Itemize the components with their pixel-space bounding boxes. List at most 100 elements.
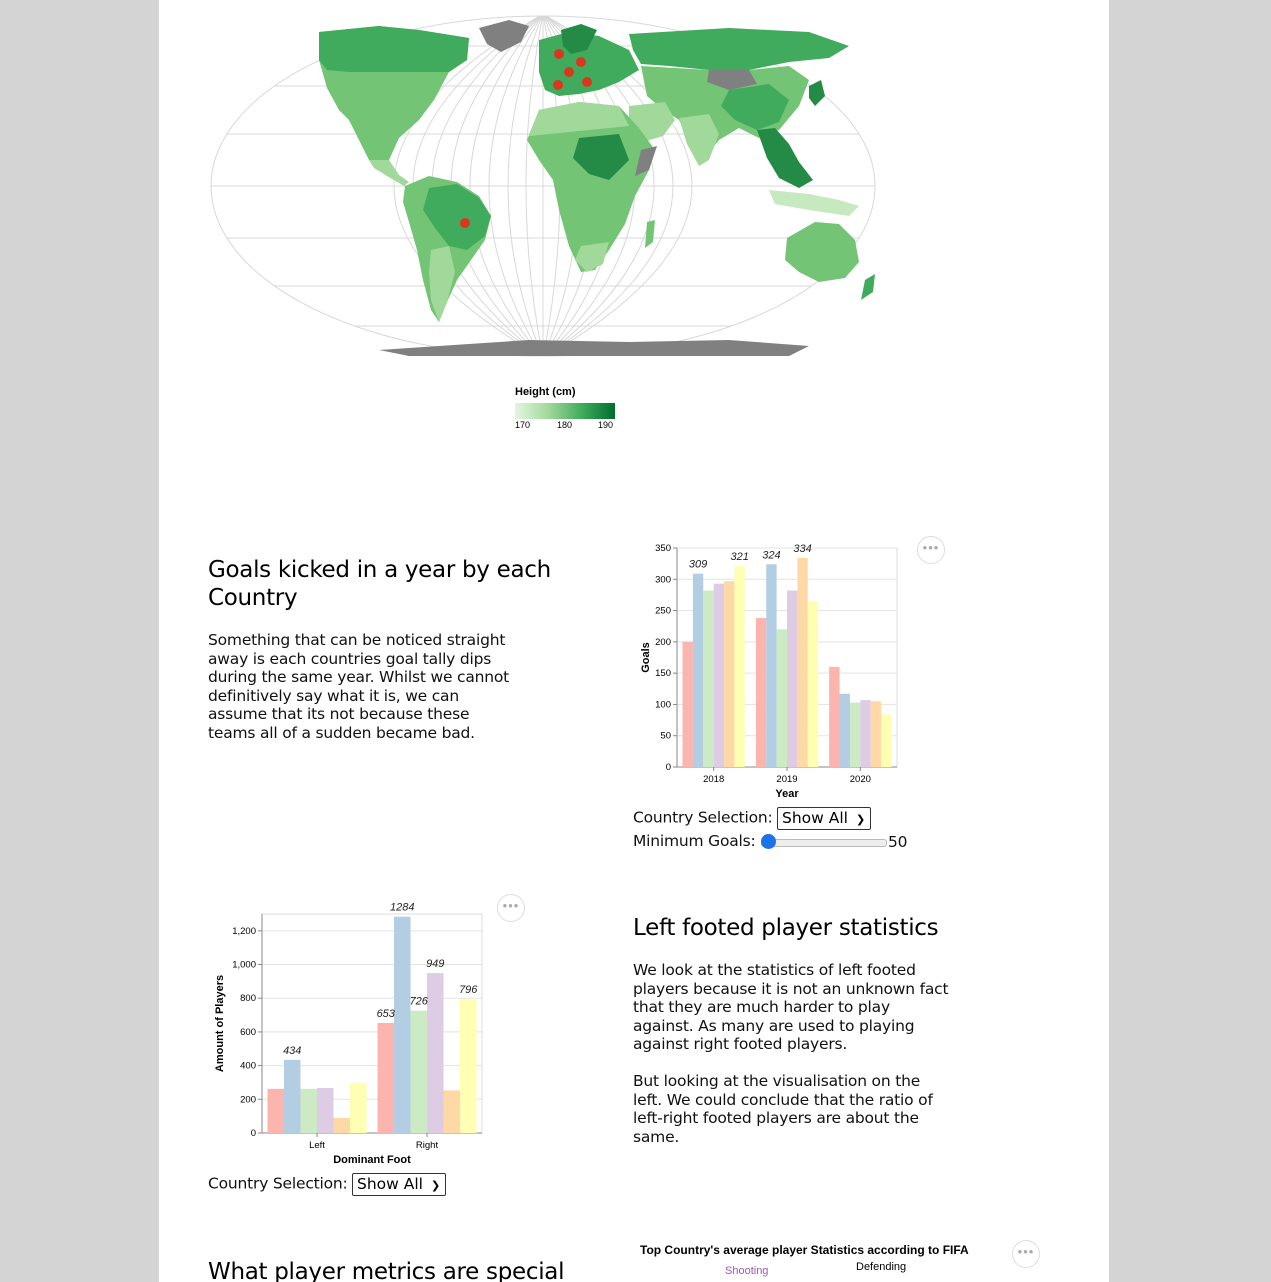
- country-selection-label: Country Selection:: [633, 808, 773, 827]
- legend-tick: 190: [598, 420, 614, 430]
- bar: [427, 973, 444, 1133]
- argentina: [429, 246, 455, 322]
- country-select[interactable]: Show All ❯: [777, 807, 872, 830]
- japan: [809, 80, 825, 106]
- map-markers: [460, 49, 592, 228]
- bar: [410, 1010, 427, 1133]
- bar: [829, 666, 840, 767]
- bar: [333, 1118, 350, 1133]
- legend-tick: 180: [557, 420, 573, 430]
- chevron-down-icon: ❯: [430, 1179, 441, 1192]
- southeast-asia: [757, 128, 813, 188]
- left-foot-section-text-2: But looking at the visualisation on the …: [633, 1072, 933, 1146]
- indonesia: [769, 190, 859, 216]
- x-tick-label: 2018: [703, 774, 724, 785]
- bar: [755, 618, 767, 767]
- map-marker: [576, 57, 586, 67]
- left-foot-section-title: Left footed player statistics: [633, 915, 939, 941]
- bar: [713, 583, 725, 767]
- chevron-down-icon: ❯: [855, 813, 866, 826]
- country-selection-control: Country Selection: Show All ❯: [633, 807, 872, 830]
- map-marker: [554, 49, 564, 59]
- radar-axis-label: Shooting: [725, 1265, 769, 1277]
- bar: [692, 573, 704, 767]
- bar: [807, 601, 819, 767]
- chart-actions-menu-button[interactable]: •••: [497, 894, 525, 922]
- europe: [539, 32, 639, 96]
- map-countries: [319, 20, 875, 356]
- goals-section-title: Goals kicked in a year by each Country: [208, 557, 551, 611]
- data-label: 949: [426, 958, 444, 970]
- country-select[interactable]: Show All ❯: [352, 1173, 447, 1196]
- minimum-goals-value: 50: [888, 833, 908, 851]
- x-tick-label: Left: [309, 1140, 325, 1151]
- y-tick-label: 0: [251, 1128, 256, 1139]
- y-tick-label: 800: [240, 993, 256, 1004]
- bar: [881, 714, 892, 767]
- left-foot-section-text: We look at the statistics of left footed…: [633, 961, 949, 1053]
- y-tick-label: 1,200: [232, 926, 256, 937]
- y-tick-label: 0: [666, 762, 671, 773]
- minimum-goals-control: Minimum Goals: 50: [633, 832, 933, 854]
- chart-actions-menu-button[interactable]: •••: [917, 536, 945, 564]
- africa-central: [573, 134, 629, 180]
- x-axis-title: Year: [775, 788, 799, 800]
- brazil: [423, 184, 491, 250]
- map-marker: [553, 80, 563, 90]
- minimum-goals-label: Minimum Goals:: [633, 832, 756, 850]
- y-tick-label: 1,000: [232, 960, 256, 971]
- x-axis-title: Dominant Foot: [333, 1154, 411, 1166]
- bar: [682, 641, 693, 767]
- y-tick-label: 400: [240, 1061, 256, 1072]
- radar-chart-title: Top Country's average player Statistics …: [640, 1243, 969, 1257]
- map-marker: [460, 218, 470, 228]
- scandinavia: [561, 24, 597, 54]
- africa-north: [529, 102, 629, 136]
- y-tick-label: 600: [240, 1027, 256, 1038]
- bar: [870, 701, 882, 767]
- bar: [284, 1059, 301, 1133]
- bar: [350, 1082, 367, 1133]
- bar: [787, 590, 798, 767]
- country-select-value: Show All: [782, 809, 848, 827]
- dominant-foot-bar-chart: 0 200 400 600 800 1,000 1,200 Left Right 434 653 12…: [214, 902, 483, 1166]
- mongolia: [707, 70, 757, 90]
- bar: [734, 566, 745, 767]
- country-select-value: Show All: [357, 1175, 423, 1193]
- bar: [797, 558, 808, 767]
- antarctica: [379, 340, 809, 356]
- world-map[interactable]: [209, 10, 909, 360]
- slider-thumb[interactable]: [761, 834, 776, 849]
- y-tick-label: 150: [655, 668, 671, 679]
- bar: [300, 1088, 317, 1133]
- legend-gradient: [515, 403, 615, 419]
- y-tick-label: 350: [655, 543, 671, 554]
- chart-actions-menu-button[interactable]: •••: [1012, 1240, 1040, 1268]
- canada: [319, 26, 469, 72]
- data-label: 1284: [390, 902, 414, 914]
- bar: [443, 1090, 460, 1133]
- somalia: [635, 146, 657, 176]
- data-label: 434: [283, 1045, 301, 1057]
- y-tick-label: 50: [660, 731, 671, 742]
- data-label: 321: [730, 551, 748, 563]
- bar: [766, 564, 777, 767]
- bar: [703, 590, 714, 767]
- bar: [460, 998, 477, 1133]
- x-tick-label: Right: [416, 1140, 439, 1151]
- goals-section-text: Something that can be noticed straight a…: [208, 631, 510, 742]
- data-label: 309: [689, 559, 707, 571]
- y-axis-title: Goals: [640, 642, 652, 673]
- greenland: [479, 20, 529, 52]
- china: [721, 84, 789, 130]
- central-america: [369, 160, 409, 186]
- bar: [860, 700, 871, 767]
- minimum-goals-slider[interactable]: [761, 839, 887, 847]
- map-marker: [564, 67, 574, 77]
- legend-tick: 170: [515, 420, 531, 430]
- bar: [839, 693, 850, 767]
- legend-title: Height (cm): [515, 386, 576, 398]
- goals-bar-chart: 0 50 100 150 200 250 300 350 2018 2019 2020 309 321 3…: [640, 543, 898, 800]
- data-label: 653: [377, 1008, 396, 1020]
- south-africa: [575, 242, 609, 272]
